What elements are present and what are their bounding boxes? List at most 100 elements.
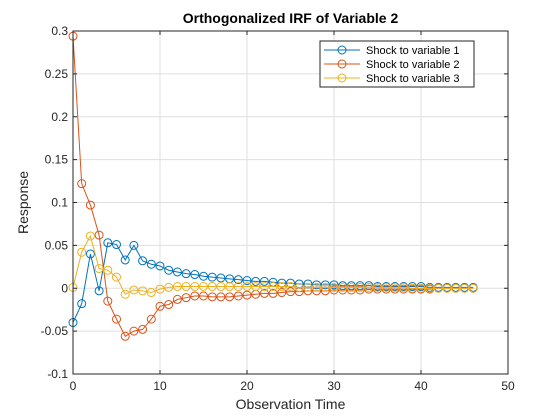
y-tick-label: 0.25: [45, 67, 69, 81]
x-tick-label: 50: [501, 379, 515, 393]
series-3-point: [268, 282, 278, 292]
series-3-point: [416, 283, 426, 293]
series-3-point: [164, 282, 174, 292]
series-2-point: [181, 293, 191, 303]
series-2-point: [312, 286, 322, 296]
x-tick-label: 20: [240, 379, 254, 393]
ticks: 0 10 20 30 40 50 -0.1 -0.05 0 0.05 0.1 0.15 0.2 0.25 0…: [41, 24, 515, 393]
y-tick-label: 0.1: [51, 196, 68, 210]
y-tick-label: 0.3: [51, 24, 68, 38]
x-axis-label: Observation Time: [236, 396, 346, 412]
series-2-point: [286, 287, 295, 297]
y-tick-label: 0: [61, 281, 68, 295]
series-2-point: [190, 291, 200, 301]
series-1-point: [303, 279, 313, 289]
series-1-point: [251, 276, 261, 286]
series-3-point: [460, 283, 469, 293]
series-3-point: [286, 282, 295, 292]
series-1-point: [181, 269, 191, 279]
series-2-point: [155, 301, 165, 311]
legend-label: Shock to variable 1: [366, 45, 460, 57]
series-2-point: [277, 288, 287, 298]
legend-item-3: Shock to variable 3: [324, 73, 460, 85]
x-tick-label: 10: [153, 379, 167, 393]
series-2-point: [112, 314, 121, 324]
series-3-point: [364, 282, 374, 292]
series-1-point: [172, 267, 182, 277]
series-2-point: [329, 285, 339, 295]
series-1-point: [277, 278, 287, 288]
series-1-point: [85, 249, 95, 259]
series-3-point: [407, 283, 417, 293]
x-tick-label: 40: [414, 379, 428, 393]
series-3-point: [346, 282, 356, 292]
y-tick-label: -0.05: [41, 324, 69, 338]
series-2-point: [355, 285, 365, 295]
series-2-point: [138, 324, 148, 334]
y-tick-label: -0.1: [47, 367, 68, 381]
legend-item-2: Shock to variable 2: [324, 59, 460, 71]
series-3-point: [294, 282, 304, 292]
series-3-point: [277, 282, 287, 292]
series-3-point: [303, 282, 313, 292]
series-2-point: [199, 291, 208, 301]
series-2-point: [216, 292, 226, 302]
series-3-point: [373, 282, 382, 292]
y-tick-label: 0.15: [45, 153, 69, 167]
series-3: [68, 231, 478, 299]
series-2-point: [103, 296, 113, 306]
series-1-point: [103, 238, 113, 248]
series-2-point: [120, 331, 130, 341]
series-1-point: [146, 259, 156, 269]
series-1-point: [94, 286, 104, 296]
series-1-point: [207, 272, 217, 282]
series-1-point: [216, 273, 226, 283]
series-3-point: [451, 283, 461, 293]
series-1-point: [242, 276, 252, 286]
series-2-point: [225, 292, 235, 302]
series-1-point: [164, 265, 174, 275]
series-1-point: [190, 270, 200, 280]
series-2-point: [129, 326, 139, 336]
series-1-point: [199, 271, 208, 281]
series-2-point: [207, 292, 217, 302]
series-2-point: [259, 288, 269, 298]
series-3-point: [329, 282, 339, 292]
series-3-line: [72, 234, 474, 295]
series-3-point: [225, 282, 235, 292]
series-3-point: [85, 231, 95, 241]
series-2-point: [242, 290, 252, 300]
series-3-point: [433, 283, 443, 293]
series-3-point: [94, 264, 104, 274]
series-2-line: [72, 36, 474, 337]
series-3-point: [442, 283, 452, 293]
series-1-point: [77, 299, 87, 309]
series-1-point: [112, 240, 121, 250]
series-2-point: [164, 300, 174, 310]
y-tick-label: 0.05: [45, 238, 69, 252]
series-2-point: [338, 285, 348, 295]
series-3-point: [77, 247, 87, 257]
series-3-point: [242, 282, 252, 292]
y-tick-label: 0.2: [51, 110, 68, 124]
series-2-point: [172, 294, 182, 304]
series-2-point: [146, 314, 156, 324]
series-2-point: [85, 200, 95, 210]
series-2-point: [77, 179, 87, 189]
series-2-point: [94, 230, 104, 240]
series-3-point: [355, 282, 365, 292]
series-3-point: [468, 283, 478, 293]
legend-label: Shock to variable 2: [366, 59, 460, 71]
series-3-point: [181, 282, 191, 292]
series-3-point: [312, 282, 322, 292]
series-1-point: [312, 280, 322, 290]
series-2-point: [268, 288, 278, 298]
legend-marker: [337, 45, 347, 55]
x-tick-label: 30: [327, 379, 341, 393]
series-3-point: [399, 282, 409, 292]
series-3-point: [129, 285, 139, 295]
legend-marker: [337, 73, 347, 83]
series-3-point: [199, 282, 208, 292]
series-1-point: [138, 256, 148, 266]
